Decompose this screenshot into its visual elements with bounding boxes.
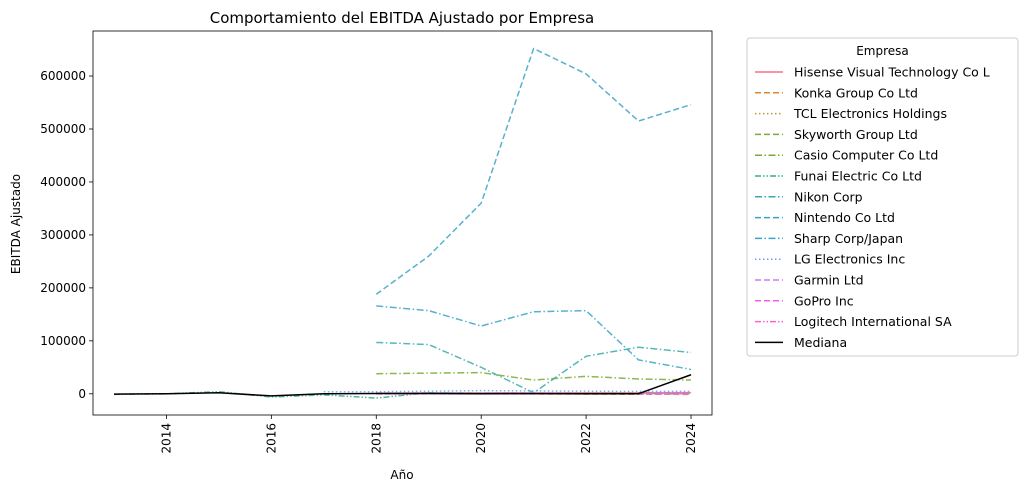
series-line-4 — [376, 373, 691, 380]
legend-item-label: Skyworth Group Ltd — [794, 127, 918, 142]
y-axis: 0 100000 200000 300000 400000 500000 600000 — [40, 69, 93, 401]
legend-item-label: Konka Group Co Ltd — [794, 85, 918, 100]
x-tick-label: 2022 — [579, 423, 593, 454]
legend-title: Empresa — [856, 44, 909, 58]
legend-item-label: Sharp Corp/Japan — [794, 231, 903, 246]
x-tick-label: 2014 — [159, 423, 173, 454]
legend-item-label: Logitech International SA — [794, 314, 952, 329]
legend-item-label: LG Electronics Inc — [794, 252, 905, 267]
x-tick-label: 2018 — [369, 423, 383, 454]
x-tick-label: 2020 — [474, 423, 488, 454]
legend-item-label: Garmin Ltd — [794, 273, 864, 288]
y-tick-label: 200000 — [40, 281, 86, 295]
y-tick-label: 500000 — [40, 122, 86, 136]
legend-item-label: Mediana — [794, 335, 847, 350]
y-tick-label: 400000 — [40, 175, 86, 189]
series-line-8 — [376, 306, 691, 370]
x-tick-label: 2024 — [684, 423, 698, 454]
legend-item-label: Hisense Visual Technology Co L — [794, 65, 990, 80]
y-tick-label: 100000 — [40, 334, 86, 348]
legend-item-label: Funai Electric Co Ltd — [794, 169, 922, 184]
legend-item-label: GoPro Inc — [794, 293, 854, 308]
series-line-7 — [376, 48, 691, 294]
x-tick-label: 2016 — [264, 423, 278, 454]
legend-item-label: TCL Electronics Holdings — [793, 106, 947, 121]
legend-item-label: Casio Computer Co Ltd — [794, 148, 938, 163]
legend-item-label: Nikon Corp — [794, 189, 863, 204]
legend-item-label: Nintendo Co Ltd — [794, 210, 895, 225]
x-axis: 2014 2016 2018 2020 2022 2024 — [159, 415, 698, 454]
series-line-9 — [324, 391, 691, 392]
series-line-6 — [376, 342, 691, 392]
y-tick-label: 0 — [78, 387, 86, 401]
y-tick-label: 600000 — [40, 69, 86, 83]
legend: Empresa Hisense Visual Technology Co L Kon… — [747, 38, 1018, 356]
chart-title: Comportamiento del EBITDA Ajustado por E… — [210, 9, 595, 27]
plot-area — [93, 31, 712, 415]
y-tick-label: 300000 — [40, 228, 86, 242]
x-axis-label: Año — [390, 468, 413, 482]
y-axis-label: EBITDA Ajustado — [9, 174, 23, 274]
plot-frame — [93, 31, 712, 415]
